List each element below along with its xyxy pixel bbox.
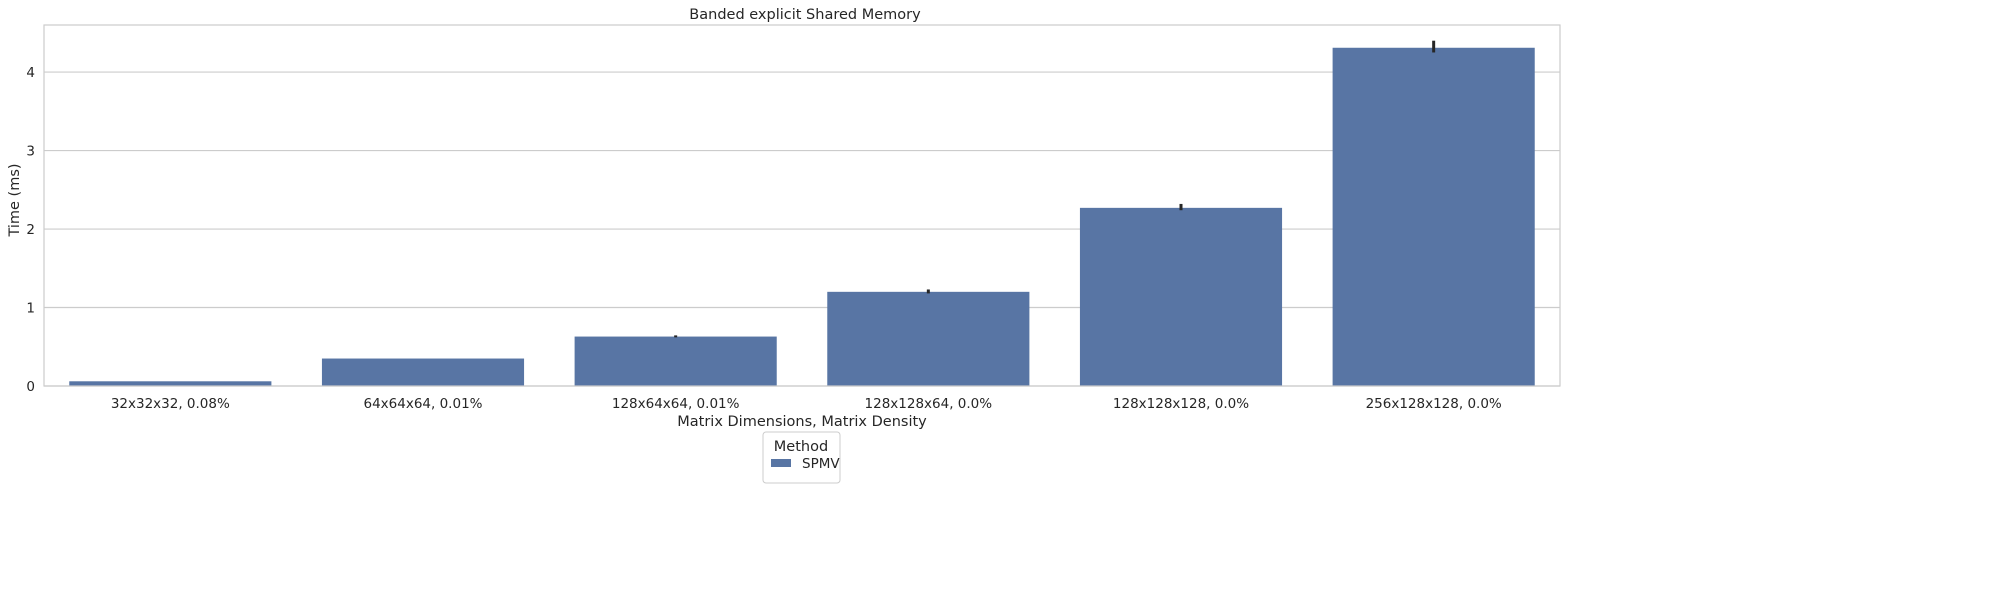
legend-swatch-spmv [771, 459, 791, 467]
legend-label-spmv: SPMV [802, 456, 840, 472]
y-tick-label-3: 3 [26, 144, 35, 160]
bar-3 [574, 336, 777, 386]
error-bars [674, 40, 1436, 338]
legend: Method SPMV [762, 431, 841, 484]
y-tick-labels: 0 1 2 3 4 [26, 65, 35, 395]
y-tick-label-2: 2 [26, 222, 35, 238]
y-tick-label-4: 4 [26, 65, 35, 81]
x-tick-labels: 32x32x32, 0.08% 64x64x64, 0.01% 128x64x64,… [111, 396, 1502, 412]
bars [69, 47, 1535, 386]
bar-4 [827, 291, 1030, 386]
y-tick-label-1: 1 [26, 301, 35, 317]
chart-title: Banded explicit Shared Memory [689, 7, 921, 23]
y-tick-label-0: 0 [26, 379, 35, 395]
bar-6 [1332, 47, 1535, 386]
x-tick-label-6: 256x128x128, 0.0% [1366, 396, 1502, 412]
y-axis-label: Time (ms) [7, 163, 23, 237]
x-axis-label: Matrix Dimensions, Matrix Density [677, 414, 927, 430]
x-tick-label-2: 64x64x64, 0.01% [364, 396, 483, 412]
x-tick-label-5: 128x128x128, 0.0% [1113, 396, 1249, 412]
plot-frame [43, 24, 1561, 387]
bar-5 [1079, 207, 1283, 386]
bar-1 [69, 381, 272, 386]
legend-frame [762, 431, 841, 484]
bar-2 [321, 358, 525, 386]
x-tick-label-1: 32x32x32, 0.08% [111, 396, 230, 412]
x-tick-label-4: 128x128x64, 0.0% [865, 396, 993, 412]
x-tick-label-3: 128x64x64, 0.01% [612, 396, 740, 412]
legend-title: Method [774, 439, 828, 455]
